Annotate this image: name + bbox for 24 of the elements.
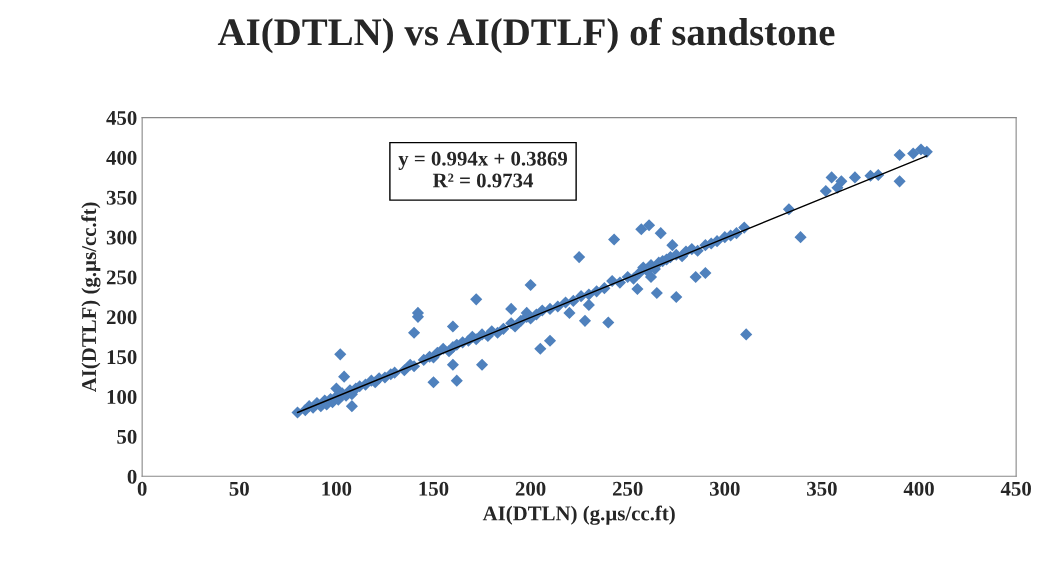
- x-tick-label: 200: [515, 481, 546, 496]
- x-tick-label: 300: [709, 481, 740, 496]
- chart-title: AI(DTLN) vs AI(DTLF) of sandstone: [217, 17, 835, 54]
- annotation: y = 0.994x + 0.3869 R² = 0.9734: [398, 151, 568, 188]
- x-axis-title: AI(DTLN) (g.µs/cc.ft): [482, 505, 675, 525]
- y-tick-label: 350: [106, 190, 137, 205]
- x-tick-label: 150: [419, 481, 449, 496]
- y-tick-label: 200: [106, 310, 137, 325]
- y-axis-title: AI(DTLF) (g.µs/cc.ft): [81, 202, 101, 393]
- x-tick-label: 100: [322, 481, 352, 496]
- x-tick-label: 450: [1000, 481, 1031, 496]
- y-tick-label: 50: [117, 429, 137, 444]
- y-tick-label: 100: [107, 389, 137, 405]
- x-tick-label: 0: [137, 481, 147, 496]
- x-tick-label: 50: [229, 481, 249, 496]
- y-tick-label: 450: [106, 110, 137, 126]
- y-tick-label: 250: [106, 270, 137, 285]
- y-tick-label: 300: [106, 230, 137, 245]
- y-tick-label: 0: [127, 469, 137, 484]
- x-tick-label: 400: [903, 481, 934, 496]
- x-tick-label: 250: [612, 481, 643, 496]
- y-tick-label: 400: [106, 150, 137, 165]
- y-tick-label: 150: [107, 350, 137, 365]
- x-tick-label: 350: [807, 481, 837, 496]
